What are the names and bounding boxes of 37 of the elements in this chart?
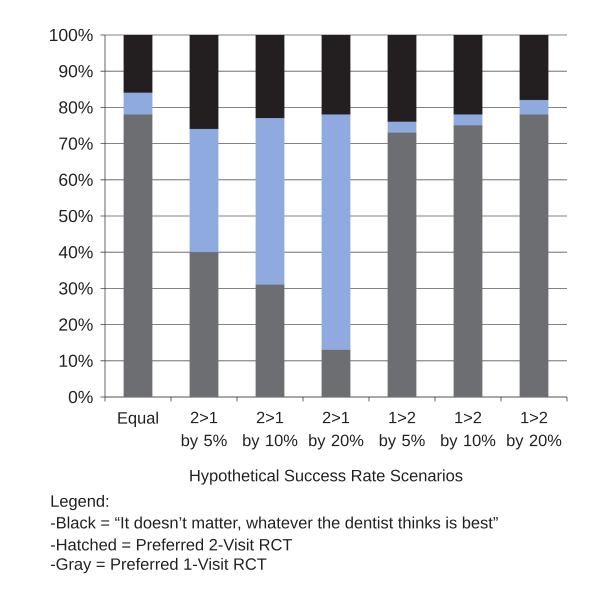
y-tick-label: 70% <box>59 137 93 150</box>
bar <box>388 122 416 133</box>
bar <box>322 34 350 115</box>
bar <box>454 34 482 115</box>
x-tick-label: 1>2 by 5% <box>380 412 425 450</box>
x-tick-label: 2>1 by 5% <box>182 412 227 450</box>
y-tick-label: 30% <box>59 282 93 295</box>
bar <box>520 100 548 115</box>
y-tick-label: 60% <box>59 174 93 186</box>
bar <box>520 34 548 100</box>
y-tick-label: 90% <box>59 65 93 78</box>
bar <box>124 34 152 94</box>
text: -Gray = Preferred 1-Visit RCT <box>50 558 266 574</box>
text: Legend: <box>52 494 108 510</box>
x-axis-title: Hypothetical Success Rate Scenarios <box>190 469 462 485</box>
bar <box>388 34 416 122</box>
y-tick-label: 50% <box>59 210 93 222</box>
bar <box>454 114 482 126</box>
x-tick-label: 2>1 by 20% <box>309 412 364 450</box>
y-tick-label: 100% <box>50 28 93 42</box>
x-tick-label: 1>2 by 10% <box>441 412 496 450</box>
bar <box>190 128 218 252</box>
x-tick-label: 2>1 by 10% <box>243 412 298 450</box>
bar <box>124 92 152 115</box>
x-tick-label: Equal <box>118 412 158 428</box>
bar <box>190 34 218 130</box>
bar <box>322 114 350 350</box>
y-tick-label: 40% <box>58 246 93 258</box>
bar <box>256 118 284 285</box>
y-tick-label: 80% <box>59 101 93 114</box>
bar <box>256 34 284 118</box>
y-tick-label: 0% <box>68 390 93 404</box>
x-tick-label: 1>2 by 20% <box>507 412 562 450</box>
text: -Black = “It doesn’t matter, whatever the dentist thinks is best” <box>50 516 498 531</box>
y-tick-label: 10% <box>60 354 93 367</box>
text: -Hatched = Preferred 2-Visit RCT <box>50 538 292 551</box>
y-tick-label: 20% <box>59 318 93 331</box>
